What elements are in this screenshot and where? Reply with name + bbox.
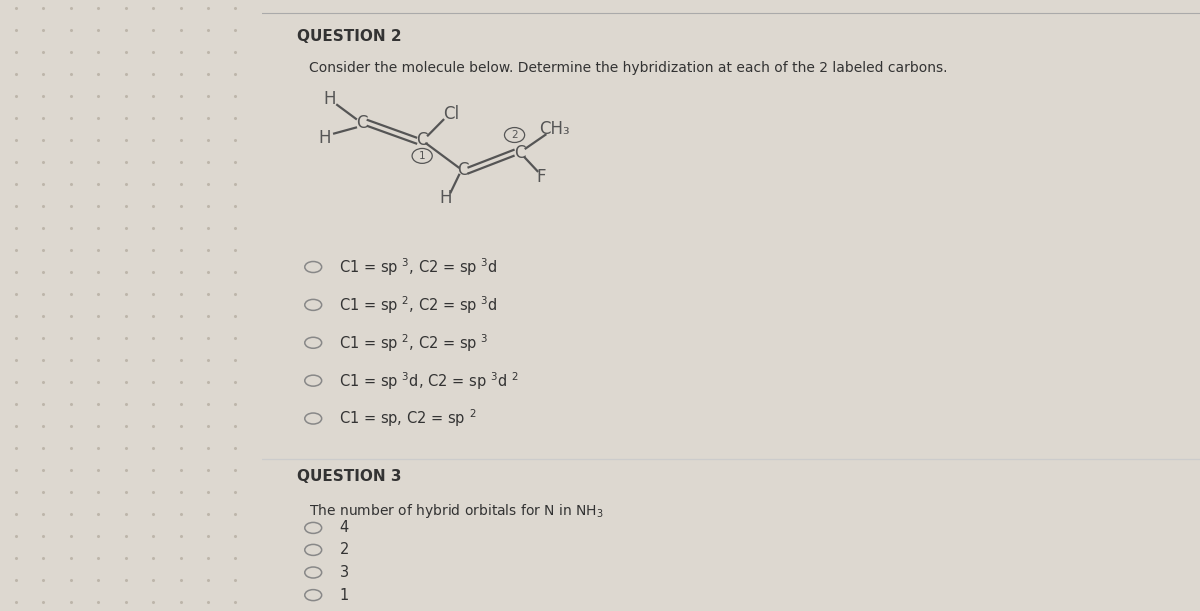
- Text: C: C: [416, 131, 428, 150]
- Text: F: F: [536, 167, 546, 186]
- Text: 3: 3: [340, 565, 349, 580]
- Text: 1: 1: [340, 588, 349, 602]
- Text: QUESTION 2: QUESTION 2: [298, 29, 402, 44]
- Text: The number of hybrid orbitals for N in NH$_3$: The number of hybrid orbitals for N in N…: [308, 502, 604, 520]
- Text: C: C: [356, 114, 367, 132]
- Text: H: H: [324, 90, 336, 108]
- Text: Consider the molecule below. Determine the hybridization at each of the 2 labele: Consider the molecule below. Determine t…: [308, 61, 947, 75]
- Text: Cl: Cl: [443, 105, 458, 123]
- Text: C1 = sp $^{3}$, C2 = sp $^{3}$d: C1 = sp $^{3}$, C2 = sp $^{3}$d: [340, 256, 498, 278]
- Text: QUESTION 3: QUESTION 3: [298, 469, 402, 485]
- Text: C1 = sp $^{2}$, C2 = sp $^{3}$d: C1 = sp $^{2}$, C2 = sp $^{3}$d: [340, 294, 498, 316]
- Text: C1 = sp $^{2}$, C2 = sp $^{3}$: C1 = sp $^{2}$, C2 = sp $^{3}$: [340, 332, 488, 354]
- Text: 1: 1: [419, 151, 426, 161]
- Text: H: H: [318, 129, 331, 147]
- Text: C1 = sp, C2 = sp $^{2}$: C1 = sp, C2 = sp $^{2}$: [340, 408, 476, 430]
- Text: H: H: [439, 189, 452, 207]
- Text: CH₃: CH₃: [540, 120, 570, 138]
- Text: C: C: [514, 144, 526, 162]
- Text: C1 = sp $^{3}$d, C2 = sp $^{3}$d $^{2}$: C1 = sp $^{3}$d, C2 = sp $^{3}$d $^{2}$: [340, 370, 520, 392]
- Text: C: C: [457, 161, 468, 180]
- Text: 4: 4: [340, 521, 349, 535]
- Text: 2: 2: [340, 543, 349, 557]
- Text: 2: 2: [511, 130, 518, 140]
